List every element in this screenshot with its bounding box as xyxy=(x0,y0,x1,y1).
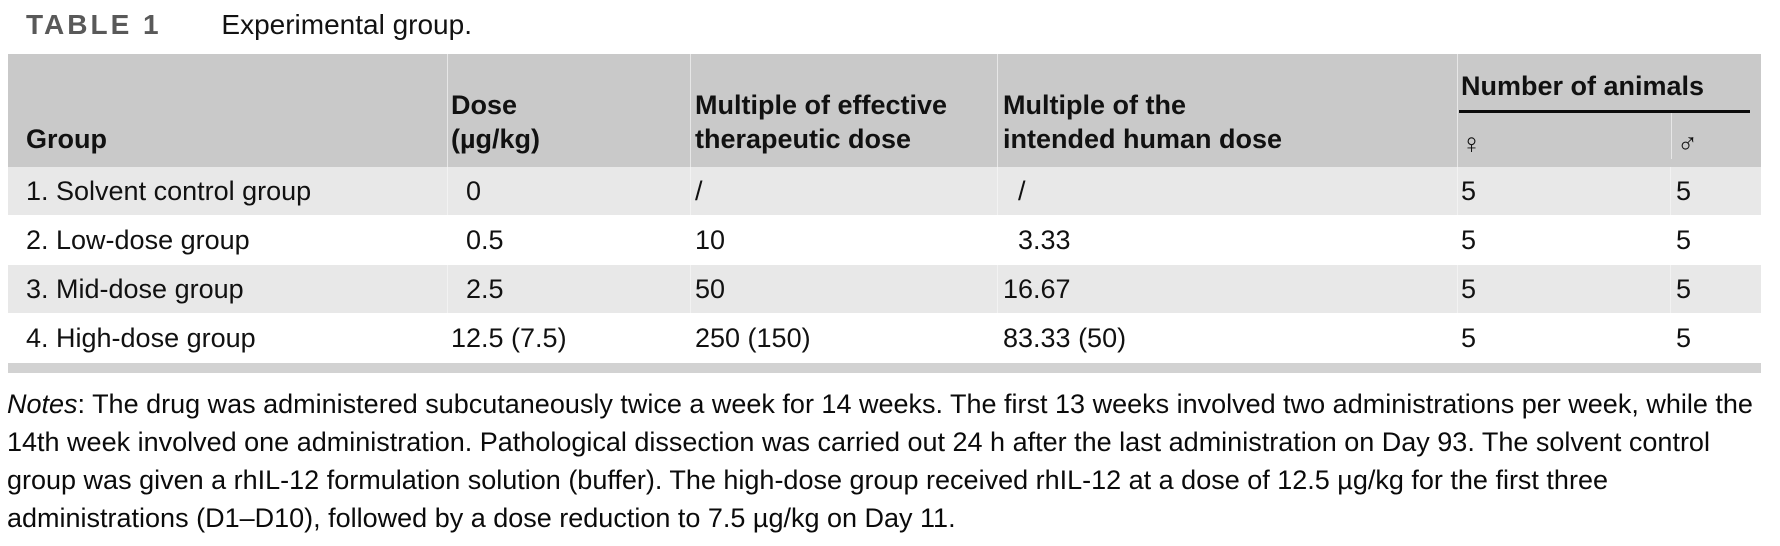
cell-dose: 0.5 xyxy=(447,216,690,264)
cell-multiple-human: / xyxy=(997,167,1457,215)
notes-colon: : xyxy=(77,389,93,419)
table-row-low-dose: 2. Low-dose group 0.5 10 3.33 5 5 xyxy=(8,216,1761,265)
header-effective-line1: Multiple of effective xyxy=(695,90,948,120)
cell-group: 1. Solvent control group xyxy=(26,175,312,206)
cell-male-count: 5 xyxy=(1670,167,1761,215)
header-multiple-human: Multiple of the intended human dose xyxy=(997,54,1457,167)
header-multiple-effective: Multiple of effective therapeutic dose xyxy=(690,54,997,167)
header-human-line1: Multiple of the xyxy=(1003,90,1186,120)
number-of-animals-label: Number of animals xyxy=(1461,71,1705,101)
header-dose-line2: (µg/kg) xyxy=(451,124,541,154)
table-header-row: Group Dose (µg/kg) Multiple of effective… xyxy=(8,54,1761,167)
male-icon: ♂ xyxy=(1671,113,1762,159)
notes-label: Notes xyxy=(7,389,78,419)
experimental-group-table: Group Dose (µg/kg) Multiple of effective… xyxy=(8,54,1761,373)
cell-female-count: 5 xyxy=(1457,265,1670,313)
animals-underline-rule xyxy=(1459,110,1750,113)
cell-dose: 2.5 xyxy=(447,265,690,313)
cell-dose: 0 xyxy=(447,167,690,215)
cell-multiple-human: 16.67 xyxy=(997,265,1457,313)
header-human-line2: intended human dose xyxy=(1003,124,1283,154)
cell-group: 3. Mid-dose group xyxy=(26,273,244,304)
table-number-label: TABLE 1 xyxy=(26,9,162,40)
cell-multiple-effective: 250 (150) xyxy=(690,314,997,362)
header-dose: Dose (µg/kg) xyxy=(447,54,690,167)
table-bottom-bar xyxy=(8,363,1761,373)
header-effective-line2: therapeutic dose xyxy=(695,124,912,154)
cell-multiple-effective: 10 xyxy=(690,216,997,264)
cell-male-count: 5 xyxy=(1670,314,1761,362)
paper-table-figure: TABLE 1 Experimental group. Group Dose (… xyxy=(0,10,1780,537)
cell-female-count: 5 xyxy=(1457,314,1670,362)
header-group-label: Group xyxy=(26,124,107,154)
table-title: TABLE 1 Experimental group. xyxy=(26,10,1780,40)
table-row-high-dose: 4. High-dose group 12.5 (7.5) 250 (150) … xyxy=(8,314,1761,363)
cell-multiple-human: 83.33 (50) xyxy=(997,314,1457,362)
cell-group: 2. Low-dose group xyxy=(26,224,250,255)
cell-multiple-human: 3.33 xyxy=(997,216,1457,264)
header-dose-line1: Dose xyxy=(451,90,518,120)
cell-male-count: 5 xyxy=(1670,216,1761,264)
table-caption: Experimental group. xyxy=(221,9,472,40)
notes-body-text: The drug was administered subcutaneously… xyxy=(7,389,1753,533)
cell-multiple-effective: / xyxy=(690,167,997,215)
table-body: 1. Solvent control group 0 / / 5 5 2. Lo… xyxy=(8,167,1761,363)
cell-female-count: 5 xyxy=(1457,167,1670,215)
female-icon: ♀ xyxy=(1461,128,1482,159)
cell-male-count: 5 xyxy=(1670,265,1761,313)
animals-sex-subheader: ♀ ♂ xyxy=(1458,113,1761,167)
header-number-of-animals: Number of animals ♀ ♂ xyxy=(1457,54,1761,167)
cell-female-count: 5 xyxy=(1457,216,1670,264)
notes-paragraph: Notes: The drug was administered subcuta… xyxy=(7,385,1765,537)
cell-dose: 12.5 (7.5) xyxy=(447,314,690,362)
table-row-mid-dose: 3. Mid-dose group 2.5 50 16.67 5 5 xyxy=(8,265,1761,314)
header-group: Group xyxy=(8,54,447,167)
cell-group: 4. High-dose group xyxy=(26,322,256,353)
cell-multiple-effective: 50 xyxy=(690,265,997,313)
table-row-solvent-control: 1. Solvent control group 0 / / 5 5 xyxy=(8,167,1761,216)
